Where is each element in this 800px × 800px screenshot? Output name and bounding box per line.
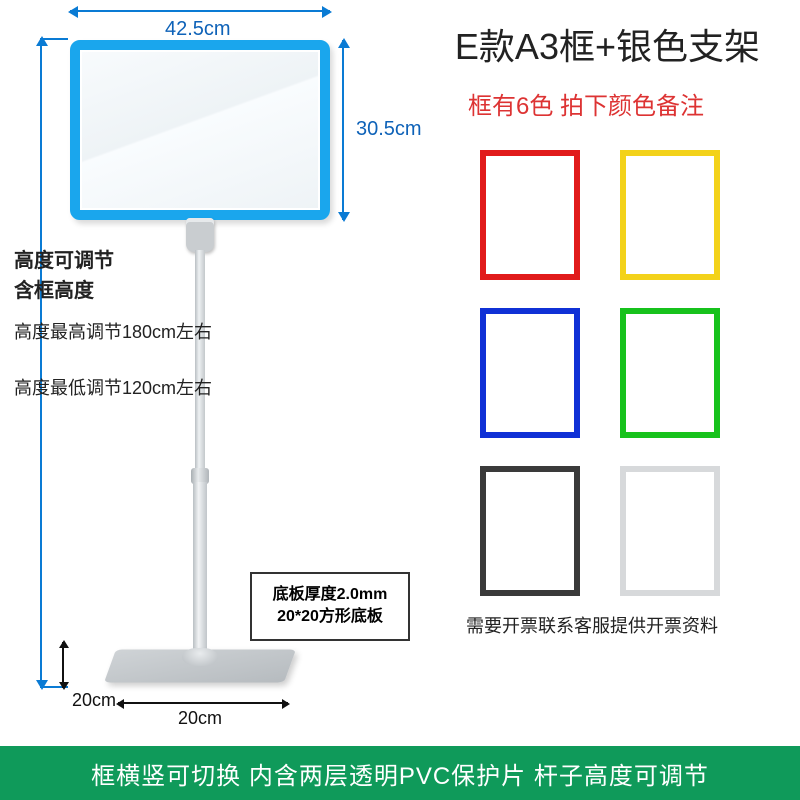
overall-height-dimension <box>40 38 42 688</box>
frame-height-label: 30.5cm <box>356 118 422 141</box>
spec-min-height: 高度最低调节120cm左右 <box>14 376 212 400</box>
base-width-label: 20cm <box>178 708 222 729</box>
pole-lower <box>193 482 207 652</box>
feature-banner: 框横竖可切换 内含两层透明PVC保护片 杆子高度可调节 <box>0 746 800 800</box>
color-swatch-grid <box>480 150 780 596</box>
base-note-line1: 底板厚度2.0mm <box>260 584 400 606</box>
spec-adjustable-1: 高度可调节 <box>14 248 114 275</box>
display-frame <box>70 40 330 220</box>
invoice-note: 需要开票联系客服提供开票资料 <box>466 612 718 638</box>
color-note: 框有6色 拍下颜色备注 <box>468 86 704 121</box>
frame-width-dimension: 42.5cm <box>70 10 330 14</box>
base-plate-note: 底板厚度2.0mm 20*20方形底板 <box>250 572 410 641</box>
frame-clip <box>186 218 214 252</box>
base-height-label: 20cm <box>72 690 116 711</box>
spec-adjustable-2: 含框高度 <box>14 278 94 305</box>
frame-width-label: 42.5cm <box>165 18 231 41</box>
base-note-line2: 20*20方形底板 <box>260 606 400 628</box>
swatch-yellow <box>620 150 720 280</box>
product-title: E款A3框+银色支架 <box>455 18 760 70</box>
swatch-red <box>480 150 580 280</box>
frame-height-dimension: 30.5cm <box>342 40 344 220</box>
swatch-black <box>480 466 580 596</box>
base-flange <box>182 648 218 666</box>
swatch-white <box>620 466 720 596</box>
spec-max-height: 高度最高调节180cm左右 <box>14 320 212 344</box>
swatch-green <box>620 308 720 438</box>
pole-upper <box>195 250 205 470</box>
swatch-blue <box>480 308 580 438</box>
